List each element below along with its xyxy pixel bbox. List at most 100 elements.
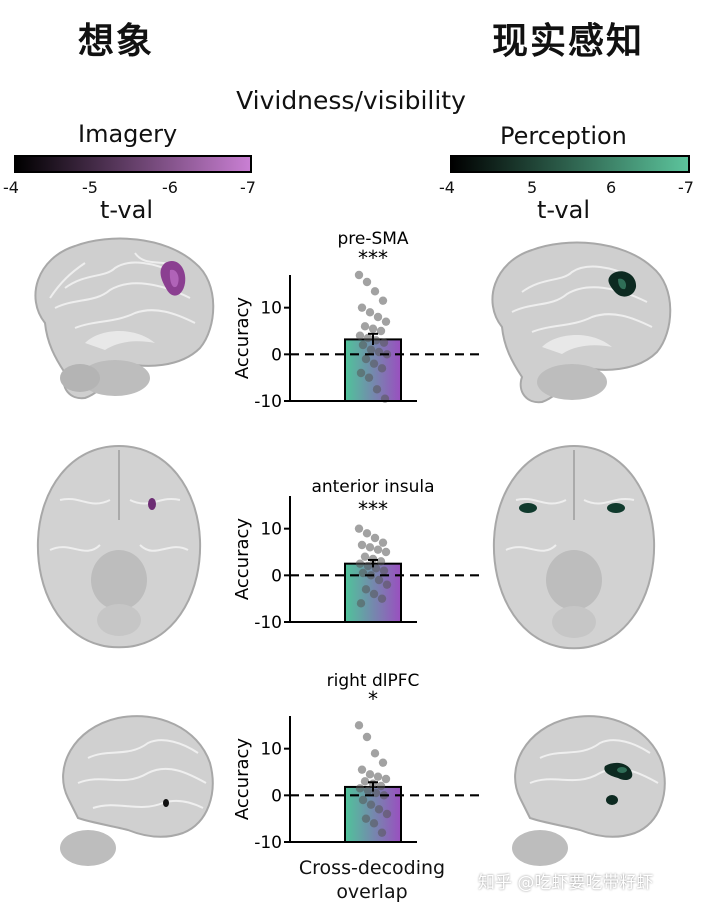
y-tick-label: 10 xyxy=(260,520,282,540)
data-point xyxy=(354,524,364,533)
chart-title-pre-sma: pre-SMA xyxy=(337,229,408,249)
significance-pre-sma: *** xyxy=(358,246,388,270)
perception-colorbar-title: Perception xyxy=(500,122,627,150)
chart-title-anterior-insula: anterior insula xyxy=(311,477,434,497)
data-point xyxy=(382,580,392,589)
y-tick-label: 0 xyxy=(271,345,282,365)
x-axis-label: Cross-decoding overlap xyxy=(270,856,474,904)
data-point xyxy=(362,277,372,287)
data-point xyxy=(381,774,391,784)
y-axis-label-pre-sma: Accuracy xyxy=(232,297,253,380)
perception-tick-2: 5 xyxy=(527,178,538,197)
data-point xyxy=(377,828,387,837)
y-tick-label: 10 xyxy=(260,299,282,319)
data-point xyxy=(366,345,376,354)
data-point xyxy=(378,538,388,547)
y-tick-label: 10 xyxy=(260,740,282,760)
data-point xyxy=(378,296,388,305)
data-point xyxy=(366,800,376,809)
y-axis-label-anterior-insula: Accuracy xyxy=(232,518,253,601)
imagery-tick-4: -7 xyxy=(240,178,256,197)
data-point xyxy=(374,575,384,585)
data-point xyxy=(373,312,383,322)
x-axis-label-line2: overlap xyxy=(336,881,408,903)
data-point xyxy=(364,373,374,382)
data-point xyxy=(372,385,382,394)
data-point xyxy=(368,324,378,333)
imagery-colorbar-title: Imagery xyxy=(78,120,178,148)
data-point xyxy=(358,795,368,805)
data-point xyxy=(365,543,375,552)
data-point xyxy=(379,566,389,575)
imagery-tick-1: -4 xyxy=(3,178,19,197)
data-point xyxy=(355,331,365,340)
data-point xyxy=(374,805,384,814)
x-axis-label-line1: Cross-decoding xyxy=(298,857,446,879)
chart-title-right-dlpfc: right dlPFC xyxy=(327,671,420,691)
data-point xyxy=(360,777,370,786)
y-tick-label: -10 xyxy=(254,833,282,853)
brain-axial-perception xyxy=(492,444,656,650)
data-point xyxy=(379,338,389,347)
header-perception: 现实感知 xyxy=(492,21,645,62)
perception-colorbar xyxy=(450,155,690,173)
data-point xyxy=(376,326,386,336)
chart-pre-sma: pre-SMA*** -10 0 10 Accuracy xyxy=(232,229,485,412)
chart-anterior-insula: anterior insula*** -10 0 10 Accuracy xyxy=(232,477,485,633)
data-point xyxy=(361,814,371,823)
data-point xyxy=(373,772,383,781)
data-point xyxy=(363,786,373,795)
brain-lateral-imagery xyxy=(60,715,214,866)
perception-tval-label: t-val xyxy=(537,196,591,224)
data-point xyxy=(369,359,379,368)
data-point xyxy=(369,589,379,599)
data-point xyxy=(377,364,387,373)
brain-sagittal-imagery xyxy=(34,237,215,400)
y-tick-label: 0 xyxy=(271,786,282,806)
perception-tick-1: -4 xyxy=(439,178,455,197)
data-point xyxy=(365,308,375,317)
data-point xyxy=(356,599,366,608)
y-tick-label: -10 xyxy=(254,613,282,633)
perception-tick-4: -7 xyxy=(678,178,694,197)
brain-axial-imagery xyxy=(36,444,202,649)
main-title: Vividness/visibility xyxy=(236,86,466,115)
data-point xyxy=(376,781,386,791)
significance-right-dlpfc: * xyxy=(368,687,378,711)
data-point xyxy=(360,552,370,561)
data-point xyxy=(373,545,383,554)
imagery-colorbar xyxy=(14,155,252,173)
data-point xyxy=(365,770,375,779)
data-point xyxy=(382,809,392,819)
data-point xyxy=(357,540,367,550)
data-point xyxy=(355,559,365,568)
header-imagery: 想象 xyxy=(78,21,155,62)
data-point xyxy=(358,340,368,350)
perception-tick-3: 6 xyxy=(606,178,617,197)
data-point xyxy=(363,333,373,343)
imagery-tick-3: -6 xyxy=(162,178,178,197)
data-point xyxy=(363,561,373,571)
data-point xyxy=(361,585,371,594)
imagery-tval-label: t-val xyxy=(100,196,154,224)
data-point xyxy=(357,765,367,774)
data-point xyxy=(354,270,364,280)
data-point xyxy=(377,594,387,603)
imagery-tick-2: -5 xyxy=(82,178,98,197)
data-point xyxy=(381,547,391,557)
y-axis-label-right-dlpfc: Accuracy xyxy=(232,738,253,821)
data-point xyxy=(354,721,364,730)
watermark: 知乎 @吃虾要吃带籽虾 xyxy=(478,873,654,893)
data-point xyxy=(355,784,365,793)
data-point xyxy=(362,732,372,742)
data-point xyxy=(356,368,366,378)
chart-right-dlpfc: right dlPFC* -10 0 10 Accuracy xyxy=(232,671,485,853)
y-tick-label: -10 xyxy=(254,392,282,412)
brain-sagittal-perception xyxy=(491,241,672,404)
data-point xyxy=(376,557,386,566)
data-point xyxy=(370,533,380,543)
significance-anterior-insula: *** xyxy=(358,497,388,521)
data-point xyxy=(381,317,391,326)
data-point xyxy=(370,287,380,296)
data-point xyxy=(369,819,379,828)
